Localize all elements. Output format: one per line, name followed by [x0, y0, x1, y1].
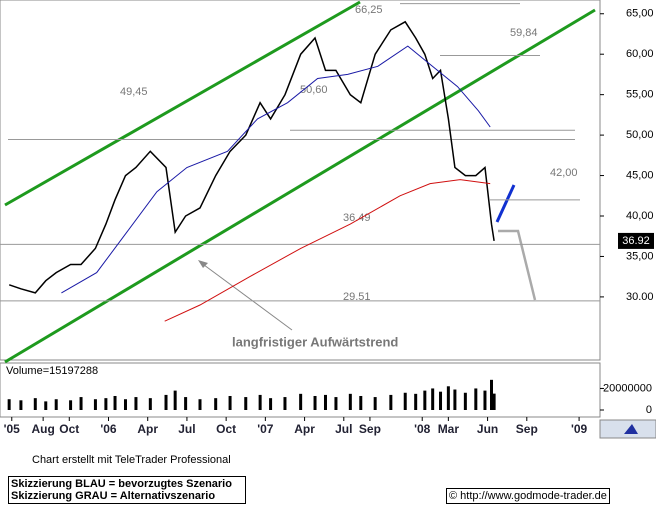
- volume-bar: [33, 398, 37, 410]
- legend-box: Skizzierung BLAU = bevorzugtes Szenario …: [8, 476, 246, 504]
- volume-title: Volume=15197288: [6, 365, 98, 377]
- x-tick-label: '07: [257, 422, 274, 436]
- level-label: 59,84: [510, 27, 538, 39]
- volume-bar: [164, 394, 168, 410]
- volume-bar: [214, 398, 218, 410]
- volume-bar: [93, 399, 97, 410]
- credit: Chart erstellt mit TeleTrader Profession…: [32, 454, 231, 466]
- volume-bar: [439, 391, 443, 410]
- last-price-box: [618, 232, 654, 249]
- volume-bar: [7, 399, 11, 410]
- volume-bar: [348, 393, 352, 410]
- channel-upper: [4, 0, 361, 207]
- volume-bar: [198, 399, 202, 410]
- volume-bar: [299, 393, 303, 410]
- trend-arrowhead: [198, 260, 208, 268]
- volume-tick-label: 0: [646, 404, 652, 416]
- volume-bar: [423, 390, 427, 410]
- y-tick-label: 35,00: [626, 250, 654, 262]
- volume-tick-label: 20000000: [603, 382, 652, 394]
- level-label: 29.51: [343, 291, 371, 303]
- volume-bar: [54, 399, 58, 410]
- volume-bar: [463, 392, 467, 410]
- volume-bar: [228, 395, 232, 410]
- volume-bar: [373, 397, 377, 410]
- price-line: [164, 179, 491, 322]
- volume-bar: [492, 393, 496, 410]
- x-tick-label: Sep: [516, 422, 538, 436]
- grey-scenario: [498, 229, 537, 301]
- scroll-icon: [624, 424, 638, 434]
- x-tick-label: Oct: [59, 422, 79, 436]
- volume-bar: [431, 388, 435, 410]
- x-tick-label: Jul: [178, 422, 195, 436]
- price-line: [61, 45, 491, 294]
- x-tick-label: Jul: [335, 422, 352, 436]
- blue-scenario: [495, 184, 516, 223]
- source: © http://www.godmode-trader.de: [446, 488, 610, 504]
- volume-bar: [269, 398, 273, 410]
- volume-bar: [446, 386, 450, 410]
- y-tick-label: 40,00: [626, 210, 654, 222]
- x-tick-label: Apr: [137, 422, 158, 436]
- y-tick-label: 65,00: [626, 8, 654, 20]
- level-label: 36.49: [343, 212, 371, 224]
- x-tick-label: '08: [414, 422, 431, 436]
- y-tick-label: 60,00: [626, 48, 654, 60]
- volume-bar: [389, 394, 393, 410]
- level-label: 66,25: [355, 4, 383, 16]
- volume-bar: [19, 400, 23, 410]
- channel-lower: [4, 8, 596, 364]
- x-tick-label: Sep: [359, 422, 381, 436]
- volume-bar: [323, 394, 327, 410]
- volume-bar: [244, 397, 248, 410]
- y-tick-label: 55,00: [626, 89, 654, 101]
- price-panel: [0, 0, 601, 361]
- volume-bar: [313, 395, 317, 410]
- y-tick-label: 30.00: [626, 291, 654, 303]
- x-tick-label: Oct: [216, 422, 236, 436]
- legend-grey: Skizzierung GRAU = Alternativszenario: [11, 490, 216, 502]
- volume-bar: [490, 379, 494, 410]
- y-tick-label: 50,00: [626, 129, 654, 141]
- volume-bar: [104, 398, 108, 410]
- volume-bar: [474, 388, 478, 410]
- volume-bar: [359, 395, 363, 410]
- volume-bar: [79, 397, 83, 410]
- legend-blue: Skizzierung BLAU = bevorzugtes Szenario: [11, 478, 232, 490]
- volume-bar: [134, 397, 138, 410]
- volume-bar: [148, 398, 152, 410]
- volume-bar: [69, 400, 73, 410]
- volume-bar: [113, 395, 117, 410]
- volume-bar: [414, 393, 418, 410]
- volume-bar: [258, 394, 262, 410]
- volume-bar: [173, 390, 177, 410]
- chart: langfristiger Aufwärtstrend Volume=15197…: [0, 0, 656, 439]
- y-tick-label: 45,00: [626, 169, 654, 181]
- volume-bar: [44, 401, 48, 410]
- x-tick-label: '09: [571, 422, 588, 436]
- volume-bar: [453, 389, 457, 410]
- trend-arrow: [199, 261, 293, 331]
- volume-bar: [403, 392, 407, 410]
- x-tick-label: Jun: [477, 422, 498, 436]
- x-tick-label: '06: [100, 422, 117, 436]
- x-tick-label: Apr: [294, 422, 315, 436]
- level-label: 42,00: [550, 167, 578, 179]
- volume-bar: [184, 397, 188, 410]
- price-line: [8, 20, 495, 294]
- last-price-label: 36.92: [622, 235, 650, 247]
- volume-bar: [123, 399, 127, 410]
- level-label: 49,45: [120, 86, 148, 98]
- volume-bar: [483, 390, 487, 410]
- x-tick-label: Aug: [31, 422, 54, 436]
- x-tick-label: Mar: [438, 422, 460, 436]
- x-tick-label: '05: [4, 422, 21, 436]
- volume-bar: [283, 397, 287, 410]
- volume-bar: [334, 397, 338, 410]
- trend-label: langfristiger Aufwärtstrend: [232, 334, 398, 349]
